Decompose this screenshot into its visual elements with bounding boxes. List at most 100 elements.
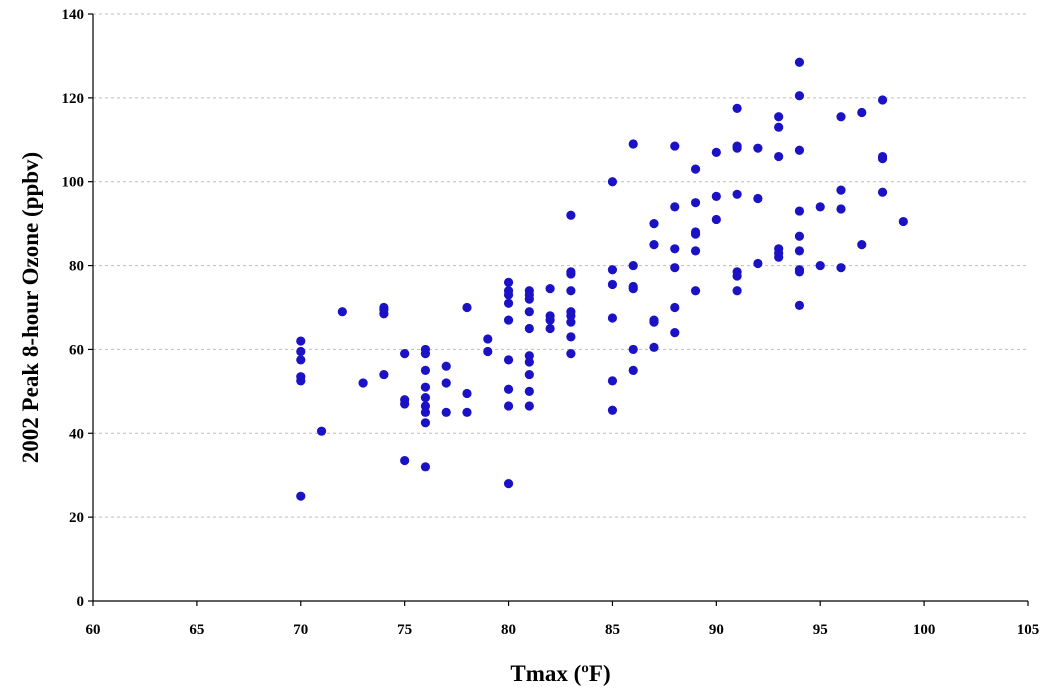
data-point xyxy=(524,307,534,317)
data-point xyxy=(794,91,805,101)
data-point xyxy=(524,323,534,334)
data-point xyxy=(670,141,680,151)
x-tick-label: 90 xyxy=(709,622,724,638)
data-point xyxy=(670,328,680,338)
data-point xyxy=(690,229,701,239)
data-point xyxy=(670,302,680,313)
x-tick-label: 100 xyxy=(913,622,936,638)
data-point xyxy=(877,95,888,105)
data-point xyxy=(794,267,805,277)
data-point xyxy=(607,265,618,275)
data-point xyxy=(379,309,389,319)
data-point xyxy=(420,418,431,428)
data-point xyxy=(690,164,701,174)
data-point xyxy=(711,191,721,201)
data-point xyxy=(857,107,867,118)
data-point xyxy=(503,479,514,489)
data-point xyxy=(607,376,618,386)
data-point xyxy=(794,246,805,256)
x-axis-title: Tmax (ºF) xyxy=(510,661,610,686)
data-point xyxy=(503,315,514,325)
data-point xyxy=(503,401,514,411)
data-point xyxy=(400,455,410,466)
data-point xyxy=(462,302,472,313)
data-point xyxy=(420,349,431,359)
data-point xyxy=(524,357,534,367)
data-point xyxy=(400,399,410,409)
y-tick-label: 140 xyxy=(62,7,85,23)
data-point xyxy=(566,269,576,279)
data-point xyxy=(566,317,576,327)
data-point xyxy=(316,426,327,436)
data-point xyxy=(420,365,431,375)
data-point xyxy=(503,277,514,287)
data-point xyxy=(566,311,576,321)
data-point xyxy=(628,260,638,271)
data-point xyxy=(379,369,389,380)
x-tick-label: 70 xyxy=(293,622,308,638)
data-point xyxy=(483,334,493,344)
data-point xyxy=(607,177,618,187)
x-tick-label: 85 xyxy=(605,622,620,638)
data-point xyxy=(358,378,368,388)
data-point xyxy=(566,286,576,296)
data-point xyxy=(670,202,680,212)
data-point xyxy=(836,263,846,273)
y-tick-label: 60 xyxy=(69,342,84,358)
data-point xyxy=(296,376,306,386)
data-point xyxy=(649,317,659,327)
data-point xyxy=(420,462,431,472)
data-point xyxy=(711,214,721,225)
data-point xyxy=(441,378,451,388)
data-point xyxy=(420,382,431,392)
data-point xyxy=(649,342,659,352)
data-point xyxy=(566,349,576,359)
data-point xyxy=(524,351,534,361)
data-point xyxy=(296,491,306,501)
data-point xyxy=(607,405,618,415)
y-tick-label: 100 xyxy=(62,175,85,191)
data-point xyxy=(524,386,534,396)
data-point xyxy=(400,349,410,359)
data-point xyxy=(420,407,431,417)
data-point xyxy=(732,271,742,281)
data-point xyxy=(545,284,555,294)
data-point xyxy=(296,346,306,357)
data-point xyxy=(566,332,576,342)
data-point xyxy=(628,284,638,294)
data-point xyxy=(794,231,805,241)
data-point xyxy=(420,393,431,403)
data-point xyxy=(732,103,742,113)
data-point xyxy=(774,112,784,122)
data-point xyxy=(794,145,805,155)
data-point xyxy=(649,219,659,229)
data-point xyxy=(753,193,763,204)
y-tick-label: 40 xyxy=(69,426,84,442)
data-points xyxy=(296,57,908,501)
data-point xyxy=(898,216,908,227)
data-point xyxy=(566,210,576,220)
data-point xyxy=(441,407,451,417)
data-point xyxy=(711,147,721,157)
x-tick-label: 105 xyxy=(1017,622,1040,638)
data-point xyxy=(774,151,784,162)
data-point xyxy=(670,244,680,254)
y-axis-title: 2002 Peak 8-hour Ozone (ppbv) xyxy=(18,152,43,463)
y-tick-label: 120 xyxy=(62,91,85,107)
data-point xyxy=(774,122,784,132)
data-point xyxy=(857,240,867,250)
data-point xyxy=(690,198,701,208)
y-tick-label: 0 xyxy=(77,594,85,610)
data-point xyxy=(836,112,846,122)
data-point xyxy=(628,365,638,375)
data-point xyxy=(420,401,431,411)
data-point xyxy=(628,344,638,355)
data-point xyxy=(815,260,825,271)
data-point xyxy=(483,346,493,357)
data-point xyxy=(732,143,742,153)
data-point xyxy=(753,258,763,269)
data-point xyxy=(794,300,805,311)
data-point xyxy=(670,263,680,273)
data-point xyxy=(462,388,472,399)
data-point xyxy=(877,187,888,197)
